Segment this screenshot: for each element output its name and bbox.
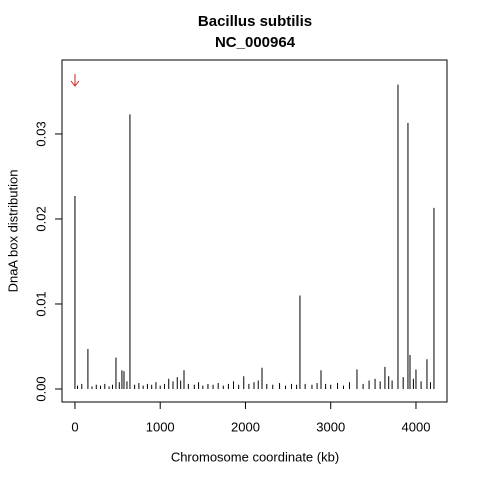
- y-tick-label: 0.01: [33, 291, 48, 316]
- x-tick-label: 4000: [402, 419, 431, 434]
- x-tick-label: 3000: [316, 419, 345, 434]
- chart-subtitle: NC_000964: [215, 34, 296, 51]
- y-axis-title: DnaA box distribution: [5, 170, 20, 293]
- x-tick-label: 1000: [146, 419, 175, 434]
- y-tick-label: 0.00: [33, 376, 48, 401]
- chart-title: Bacillus subtilis: [198, 13, 312, 30]
- plot-box: [61, 59, 448, 403]
- x-axis-title: Chromosome coordinate (kb): [171, 449, 339, 464]
- x-tick-label: 2000: [231, 419, 260, 434]
- y-tick-label: 0.02: [33, 206, 48, 231]
- x-tick-label: 0: [71, 419, 78, 434]
- arrow: [70, 74, 80, 87]
- y-tick-label: 0.03: [33, 121, 48, 146]
